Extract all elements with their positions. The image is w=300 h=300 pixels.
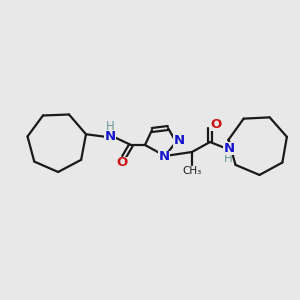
Text: CH₃: CH₃: [182, 166, 202, 176]
Text: N: N: [158, 151, 169, 164]
Text: H: H: [106, 119, 114, 133]
Text: O: O: [116, 157, 128, 169]
Text: O: O: [210, 118, 222, 130]
Text: N: N: [173, 134, 184, 148]
Text: H: H: [224, 152, 232, 166]
Text: N: N: [104, 130, 116, 143]
Text: N: N: [224, 142, 235, 154]
